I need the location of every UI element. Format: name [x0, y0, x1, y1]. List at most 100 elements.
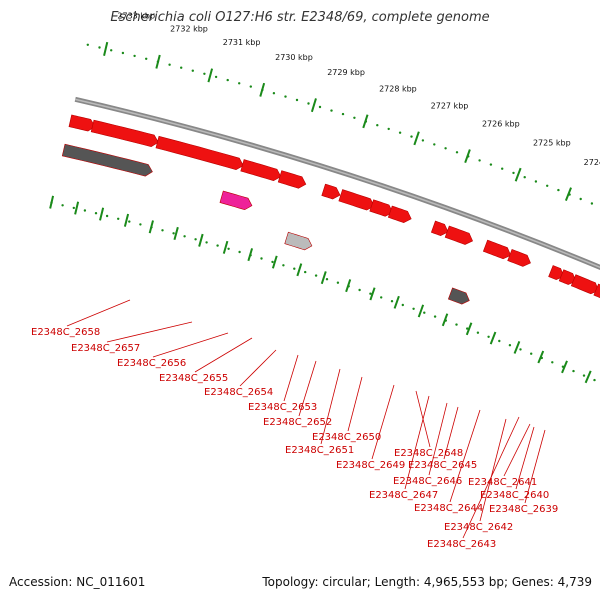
leader-line: [479, 418, 507, 522]
gene-label: E2348C_2658: [31, 327, 100, 338]
scale-upper-dot: [353, 116, 356, 120]
scale-lower-dot: [216, 244, 219, 247]
scale-lower-dot: [498, 339, 501, 343]
gene-arrow: [548, 265, 565, 280]
gene-arrow: [570, 274, 599, 295]
scale-upper-dot: [330, 109, 333, 112]
gene-label: E2348C_2639: [489, 504, 558, 515]
scale-lower-dot: [423, 311, 426, 314]
scale-upper-dot: [121, 51, 125, 55]
scale-upper-dot: [376, 124, 379, 127]
kbp-tick: [207, 68, 214, 83]
gene-label: E2348C_2656: [117, 358, 186, 369]
scale-upper-dot: [145, 57, 148, 60]
scale-upper-dot: [590, 202, 594, 205]
leader-line: [404, 395, 430, 490]
gene-label: E2348C_2647: [369, 490, 438, 501]
kbp-label: 2733 kbp: [117, 12, 155, 21]
scale-upper-dot: [579, 197, 582, 201]
leader-line: [443, 406, 459, 460]
scale-lower-dot: [412, 307, 415, 310]
leader-line: [298, 360, 317, 417]
kbp-tick: [362, 114, 369, 129]
scale-lower-dot: [582, 374, 586, 377]
pseudogene-block: [61, 143, 153, 177]
minor-tick: [198, 233, 204, 247]
minor-tick: [247, 248, 254, 262]
gene-label: E2348C_2655: [159, 373, 228, 384]
scale-upper-dot: [86, 43, 90, 46]
backbone-track: [74, 96, 600, 271]
scale-upper-dot: [433, 143, 436, 146]
scale-lower-dot: [139, 223, 142, 226]
leader-line: [283, 354, 299, 402]
minor-tick: [345, 279, 352, 293]
gene-track: [61, 114, 600, 305]
gene-arrow: [558, 269, 577, 285]
scale-upper-dot: [501, 167, 504, 170]
scale-lower-dot: [161, 229, 164, 232]
gene-label: E2348C_2649: [336, 460, 405, 471]
scale-lower-dot: [551, 361, 554, 364]
scale-upper-dot: [168, 63, 171, 66]
kbp-tick: [564, 187, 572, 201]
gene-label: E2348C_2651: [285, 445, 354, 456]
rna-gene-block: [219, 190, 253, 211]
kbp-label: 2727 kbp: [431, 102, 469, 111]
scale-lower-dot: [401, 303, 404, 307]
scale-lower-dot: [117, 217, 120, 220]
gene-label: E2348C_2641: [468, 477, 537, 488]
gene-arrow: [482, 239, 512, 260]
scale-lower-dot: [61, 204, 64, 207]
scale-lower-dot: [433, 315, 437, 318]
kbp-tick: [310, 98, 317, 113]
leader-line: [524, 429, 546, 504]
minor-tick: [513, 341, 521, 354]
scale-lower-dot: [128, 220, 131, 223]
scale-upper-dot: [191, 69, 194, 72]
scale-upper-dot: [110, 49, 113, 52]
gene-arrow: [430, 220, 449, 236]
minor-tick: [296, 263, 303, 277]
gene-labels: E2348C_2658 E2348C_2657 E2348C_2656 E2348C_…: [31, 327, 558, 550]
leader-line: [239, 349, 277, 387]
accession-text: Accession: NC_011601: [9, 575, 146, 589]
scale-upper-dot: [455, 151, 459, 154]
scale-lower-dot: [455, 323, 458, 326]
scale-lower-dot: [508, 344, 512, 347]
gene-arrow: [338, 189, 375, 211]
scale-lower-dot: [83, 209, 87, 212]
scale-upper-dot: [341, 112, 345, 116]
scale-upper-dot: [214, 75, 218, 79]
scale-lower-dot: [487, 335, 490, 338]
kbp-tick: [413, 131, 420, 146]
kbp-label: 2730 kbp: [275, 53, 313, 62]
scale-lower-dot: [194, 238, 197, 241]
scale-lower-dot: [369, 292, 372, 295]
leader-line: [152, 332, 229, 358]
gene-label: E2348C_2646: [393, 476, 462, 487]
scale-lower-dot: [105, 214, 109, 218]
scale-upper-dot: [512, 171, 515, 175]
minor-tick: [148, 220, 154, 234]
kbp-label: 2728 kbp: [379, 85, 417, 94]
minor-tick: [489, 331, 497, 345]
genome-stats-text: Topology: circular; Length: 4,965,553 bp…: [262, 575, 592, 589]
scale-lower-dot: [205, 241, 208, 244]
misc-feature-block: [447, 287, 470, 305]
minor-tick: [123, 213, 130, 227]
kbp-tick: [259, 82, 266, 97]
kbp-tick: [464, 149, 471, 163]
gene-arrow: [155, 135, 244, 171]
gene-arrow: [593, 283, 600, 299]
scale-upper-dot: [284, 95, 287, 98]
gene-arrow: [90, 119, 159, 147]
leader-line: [66, 299, 131, 327]
scale-upper-dot: [98, 46, 101, 49]
scale-upper-dot: [444, 147, 447, 150]
kbp-tick: [155, 54, 161, 69]
minor-tick: [465, 322, 473, 336]
minor-tick: [393, 295, 400, 309]
scale-lower-dot: [325, 278, 329, 281]
